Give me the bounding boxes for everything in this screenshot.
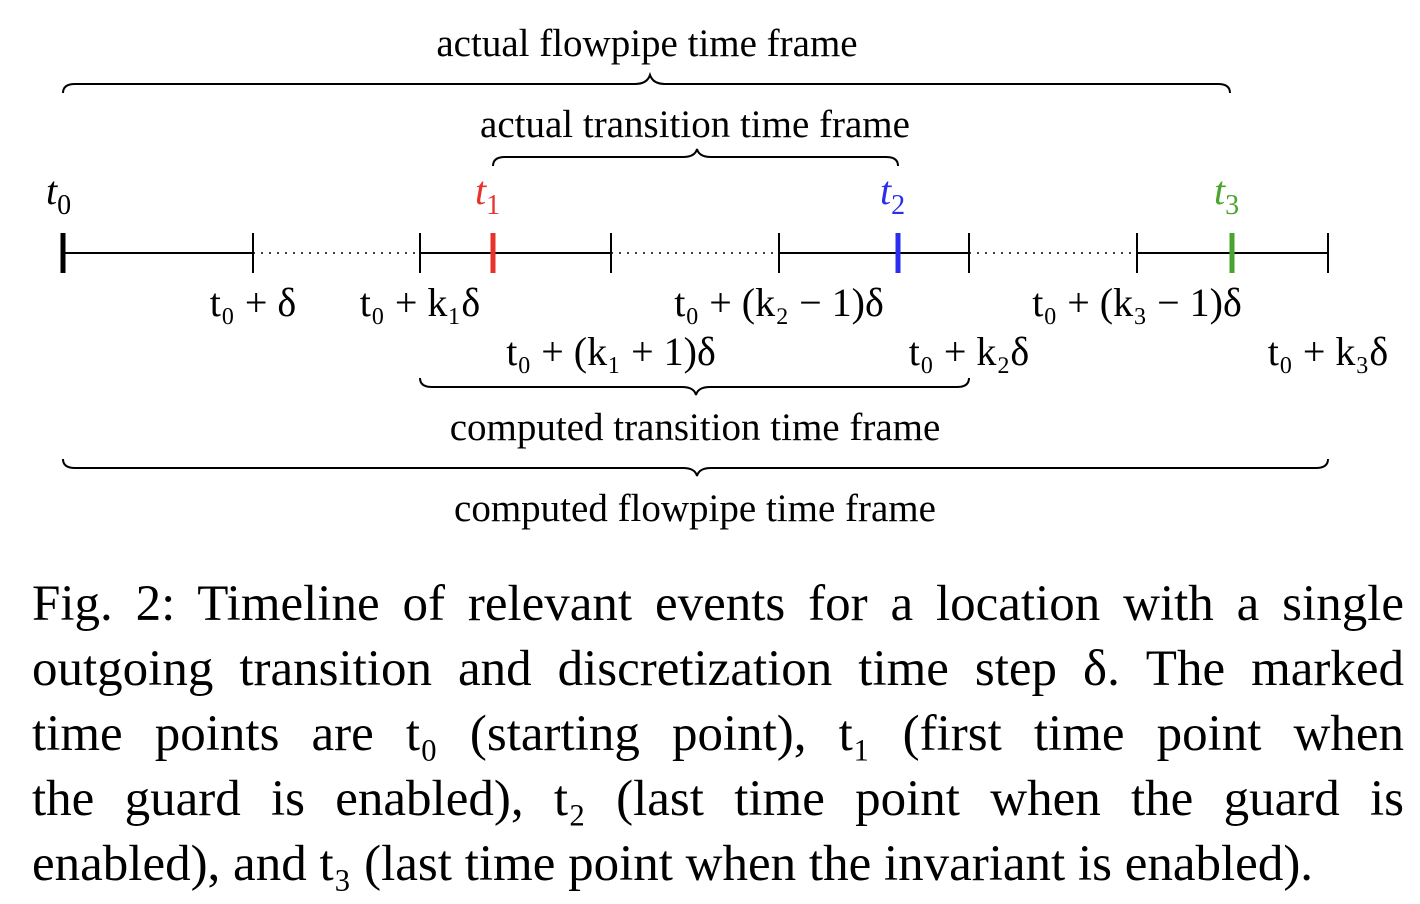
t0-label: t0 xyxy=(46,168,71,221)
computed-transition-label: computed transition time frame xyxy=(450,406,941,449)
t1-label: t1 xyxy=(475,168,500,221)
t3-label: t3 xyxy=(1214,168,1239,221)
actual-transition-label: actual transition time frame xyxy=(480,103,910,146)
caption-line: the guard is enabled), t₂ (last time poi… xyxy=(32,771,1404,827)
figure-caption: Fig. 2: Timeline of relevant events for … xyxy=(32,572,1404,897)
timeline-diagram: actual flowpipe time frame actual transi… xyxy=(46,22,1388,530)
t2-label: t2 xyxy=(880,168,905,221)
actual-transition-brace xyxy=(492,148,899,167)
actual-flowpipe-label: actual flowpipe time frame xyxy=(436,22,857,65)
actual-flowpipe-brace xyxy=(62,71,1231,94)
tick-label-t0-k1p1-delta: t₀ + (k₁ + 1)δ xyxy=(506,329,716,374)
computed-transition-brace xyxy=(419,377,970,396)
tick-label-t0-k2-delta: t₀ + k₂δ xyxy=(909,329,1029,374)
caption-line: enabled), and t₃ (last time point when t… xyxy=(32,836,1314,892)
caption-line: outgoing transition and discretization t… xyxy=(32,641,1404,697)
computed-flowpipe-brace xyxy=(62,458,1329,477)
computed-flowpipe-label: computed flowpipe time frame xyxy=(454,487,936,530)
caption-line: time points are t₀ (starting point), t₁ … xyxy=(32,706,1404,762)
tick-label-t0-k1-delta: t₀ + k₁δ xyxy=(360,280,480,325)
tick-label-t0-k3-delta: t₀ + k₃δ xyxy=(1268,329,1388,374)
tick-label-t0-k2m1-delta: t₀ + (k₂ − 1)δ xyxy=(674,280,884,325)
timeline-ticks xyxy=(252,233,1329,273)
tick-label-t0-delta: t₀ + δ xyxy=(210,280,296,325)
tick-label-t0-k3m1-delta: t₀ + (k₃ − 1)δ xyxy=(1032,280,1242,325)
caption-line: Fig. 2: Timeline of relevant events for … xyxy=(32,576,1404,632)
